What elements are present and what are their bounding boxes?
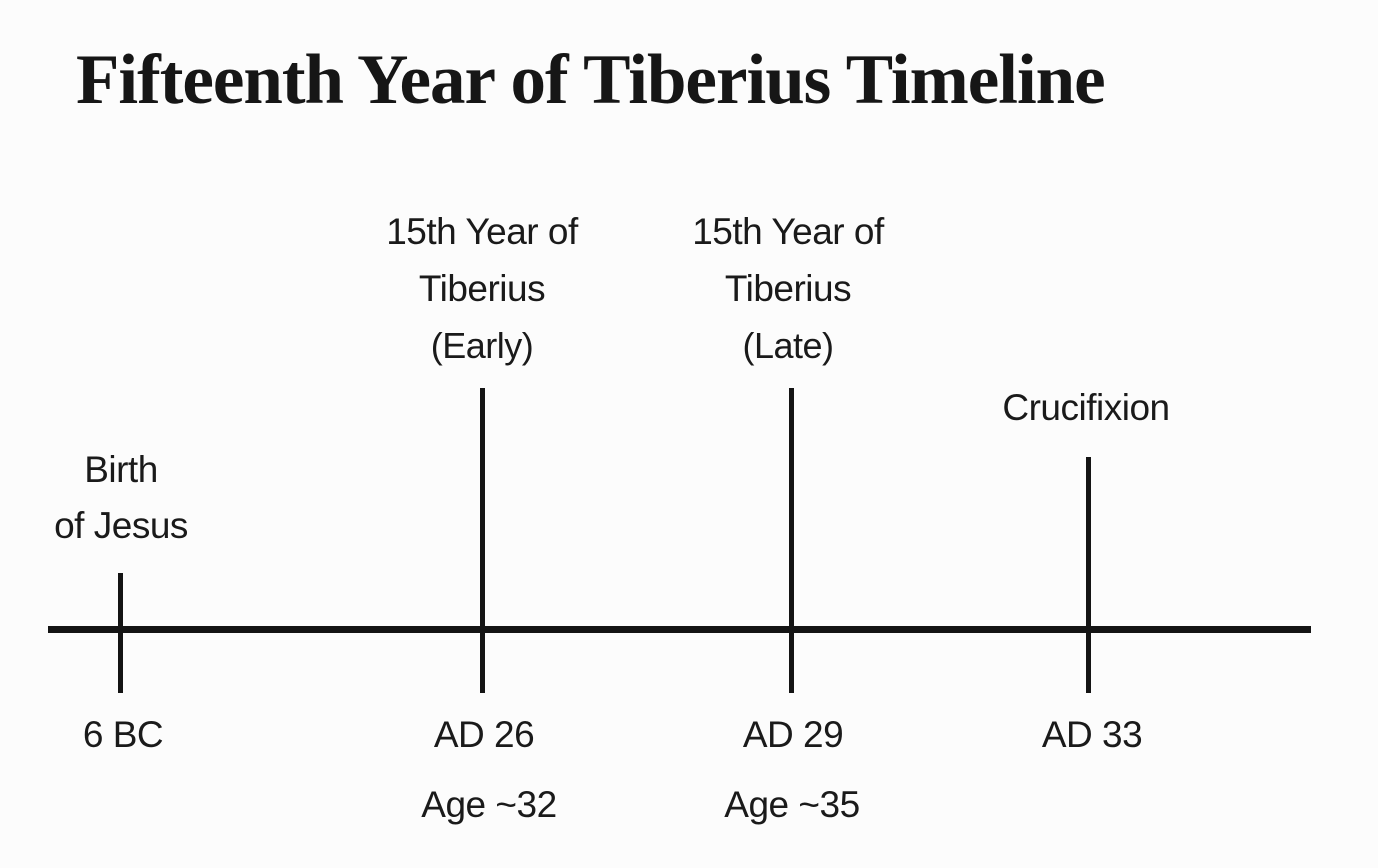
event-label-line: 15th Year of [692,211,884,252]
event-label-line: 15th Year of [386,211,578,252]
date-label-ad29: AD 29 [742,714,844,755]
event-label-tiberius-early: 15th Year of Tiberius (Early) [386,203,578,374]
tick-tiberius-early [480,388,485,693]
event-label-line: Crucifixion [1002,387,1170,428]
event-label-line: Tiberius [418,268,546,309]
tick-tiberius-late [789,388,794,693]
date-label-ad26: AD 26 [433,714,535,755]
age-label-ad29: Age ~35 [724,784,860,825]
event-label-crucifixion: Crucifixion [1002,384,1170,432]
figure-title: Fifteenth Year of Tiberius Timeline [76,41,1106,119]
event-sub-label: (Early) [430,325,534,366]
date-label-ad33: AD 33 [1041,714,1143,755]
tick-birth-of-jesus [118,573,123,693]
event-label-line: Birth [84,449,158,490]
event-label-tiberius-late: 15th Year of Tiberius (Late) [692,203,884,374]
event-label-line: Tiberius [724,268,852,309]
age-label-ad26: Age ~32 [421,784,557,825]
timeline-axis [48,626,1311,633]
event-label-birth-of-jesus: Birth of Jesus [54,442,188,554]
tick-crucifixion [1086,457,1091,693]
event-sub-label: (Late) [742,325,834,366]
date-label-6bc: 6 BC [82,714,164,755]
event-label-line: of Jesus [54,505,188,546]
